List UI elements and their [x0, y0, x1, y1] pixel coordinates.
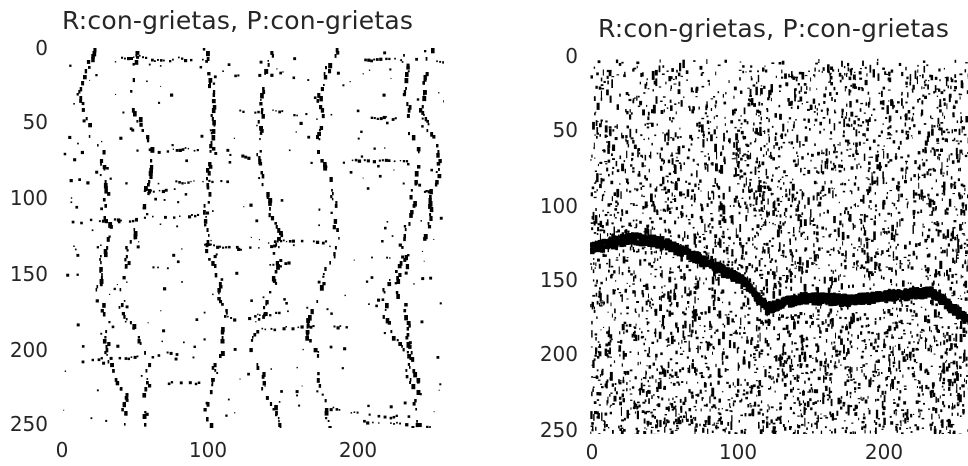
left-ytick-150: 150 — [9, 262, 48, 286]
right-xtick-200: 200 — [864, 440, 904, 464]
right-xtick-0: 0 — [585, 440, 599, 464]
left-crack-image — [62, 48, 444, 428]
right-ytick-100: 100 — [539, 194, 578, 218]
right-crack-image — [590, 58, 968, 434]
left-ytick-200: 200 — [9, 338, 48, 362]
right-ytick-0: 0 — [565, 44, 578, 68]
left-panel-title: R:con-grietas, P:con-grietas — [62, 6, 414, 35]
right-ytick-150: 150 — [539, 268, 578, 292]
left-image-panel: R:con-grietas, P:con-grietas 0 50 100 15… — [0, 0, 460, 466]
right-xtick-100: 100 — [718, 440, 758, 464]
left-xtick-100: 100 — [188, 438, 228, 462]
right-crack-texture — [590, 58, 968, 434]
left-xtick-200: 200 — [338, 438, 378, 462]
left-ytick-100: 100 — [9, 186, 48, 210]
left-ytick-50: 50 — [22, 110, 48, 134]
left-ytick-250: 250 — [9, 412, 48, 436]
right-ytick-50: 50 — [552, 118, 578, 142]
left-ytick-0: 0 — [35, 36, 48, 60]
left-crack-texture — [63, 48, 444, 428]
right-ytick-250: 250 — [539, 418, 578, 442]
right-panel-title: R:con-grietas, P:con-grietas — [598, 14, 950, 43]
right-image-panel: R:con-grietas, P:con-grietas 0 50 100 15… — [520, 0, 968, 466]
left-xtick-0: 0 — [55, 438, 69, 462]
right-ytick-200: 200 — [539, 342, 578, 366]
